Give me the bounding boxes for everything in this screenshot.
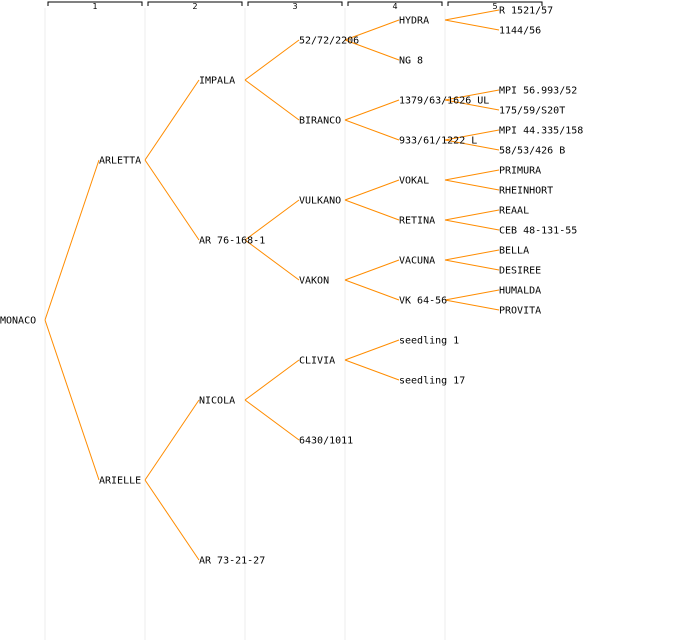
ancestor-node: VACUNA: [399, 256, 435, 267]
parent-edge: [444, 139, 500, 151]
generation-number: 2: [192, 2, 197, 11]
ancestor-node: AR 73-21-27: [199, 556, 265, 567]
parent-edge: [344, 199, 400, 221]
ancestor-node: seedling 1: [399, 336, 459, 347]
parent-edge: [444, 129, 500, 141]
ancestor-node: CEB 48-131-55: [499, 226, 577, 237]
parent-edge: [144, 159, 200, 241]
parent-edge: [444, 249, 500, 261]
parent-edge: [144, 399, 200, 481]
ancestor-node: VOKAL: [399, 176, 429, 187]
ancestor-node: MPI 56.993/52: [499, 86, 577, 97]
ancestor-node: PRIMURA: [499, 166, 541, 177]
parent-edge: [444, 219, 500, 231]
parent-edge: [244, 399, 300, 441]
ancestor-node: AR 76-168-1: [199, 236, 265, 247]
ancestor-node: BELLA: [499, 246, 529, 257]
ancestor-node: ARIELLE: [99, 476, 141, 487]
parent-edge: [444, 99, 500, 111]
ancestor-node: VK 64-56: [399, 296, 447, 307]
parent-edge: [244, 79, 300, 121]
parent-edge: [344, 259, 400, 281]
generation-number: 4: [392, 2, 397, 11]
parent-edge: [444, 19, 500, 31]
ancestor-node: HUMALDA: [499, 286, 541, 297]
ancestor-node: RETINA: [399, 216, 435, 227]
generation-bracket: [347, 1, 443, 6]
generation-number: 3: [292, 2, 297, 11]
parent-edge: [444, 89, 500, 101]
parent-edge: [144, 479, 200, 561]
parent-edge: [44, 159, 100, 321]
ancestor-node: 933/61/1222 L: [399, 136, 477, 147]
ancestor-node: 175/59/S20T: [499, 106, 565, 117]
parent-edge: [244, 39, 300, 81]
parent-edge: [344, 279, 400, 301]
generation-bracket: [447, 1, 543, 6]
ancestor-node: CLIVIA: [299, 356, 335, 367]
parent-edge: [344, 119, 400, 141]
ancestor-node: IMPALA: [199, 76, 235, 87]
parent-edge: [244, 239, 300, 281]
parent-edge: [344, 19, 400, 41]
ancestor-node: BIRANCO: [299, 116, 341, 127]
parent-edge: [44, 319, 100, 481]
parent-edge: [344, 179, 400, 201]
parent-edge: [344, 99, 400, 121]
ancestor-node: PROVITA: [499, 306, 541, 317]
ancestor-node: 1144/56: [499, 26, 541, 37]
ancestor-node: R 1521/57: [499, 6, 553, 17]
ancestor-node: ARLETTA: [99, 156, 141, 167]
ancestor-node: NG 8: [399, 56, 423, 67]
parent-edge: [444, 259, 500, 271]
ancestor-node: DESIREE: [499, 266, 541, 277]
generation-number: 1: [92, 2, 97, 11]
parent-edge: [144, 79, 200, 161]
ancestor-node: VAKON: [299, 276, 329, 287]
ancestor-node: MPI 44.335/158: [499, 126, 583, 137]
generation-bracket: [47, 1, 143, 6]
generation-bracket: [147, 1, 243, 6]
parent-edge: [444, 169, 500, 181]
ancestor-node: seedling 17: [399, 376, 465, 387]
ancestor-node: VULKANO: [299, 196, 341, 207]
parent-edge: [444, 289, 500, 301]
ancestor-node: RHEINHORT: [499, 186, 553, 197]
parent-edge: [444, 9, 500, 21]
parent-edge: [244, 199, 300, 241]
ancestor-node: NICOLA: [199, 396, 235, 407]
ancestor-node: 58/53/426 B: [499, 146, 565, 157]
ancestor-node: 52/72/2206: [299, 36, 359, 47]
generation-bracket: [247, 1, 343, 6]
parent-edge: [444, 179, 500, 191]
ancestor-node: 6430/1011: [299, 436, 353, 447]
parent-edge: [344, 39, 400, 61]
parent-edge: [444, 209, 500, 221]
generation-number: 5: [492, 2, 497, 11]
parent-edge: [244, 359, 300, 401]
ancestor-node: HYDRA: [399, 16, 429, 27]
parent-edge: [444, 299, 500, 311]
ancestor-node: 1379/63/1626 UL: [399, 96, 489, 107]
parent-edge: [344, 359, 400, 381]
ancestor-node: REAAL: [499, 206, 529, 217]
root-variety: MONACO: [0, 316, 36, 327]
parent-edge: [344, 339, 400, 361]
